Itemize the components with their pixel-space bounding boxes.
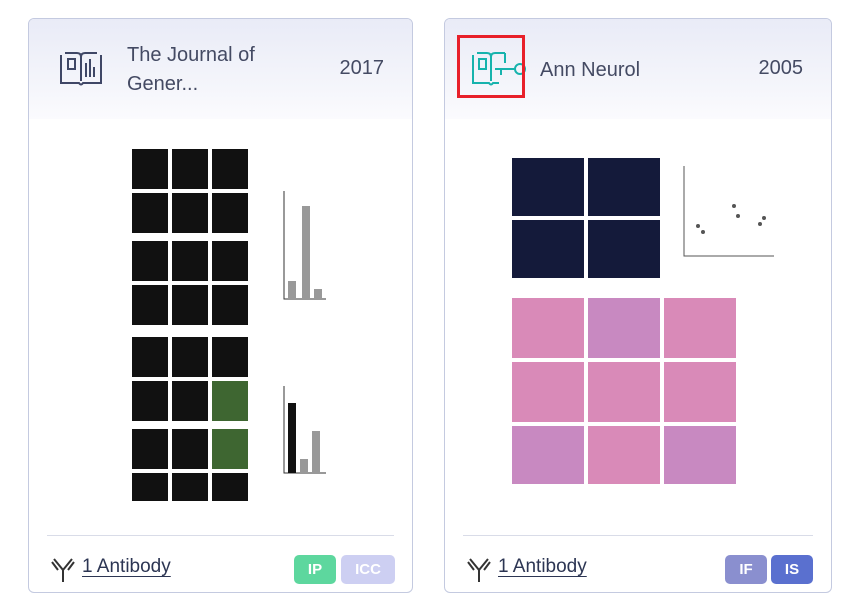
- antibody-icon: [51, 558, 75, 582]
- card-header: Ann Neurol 2005: [445, 19, 831, 119]
- antibody-link[interactable]: 1 Antibody: [498, 556, 587, 577]
- journal-icon: [60, 52, 102, 86]
- figure-thumbnail[interactable]: [114, 141, 334, 503]
- application-tag[interactable]: ICC: [341, 555, 395, 584]
- publication-card[interactable]: The Journal of Gener... 2017 1 Antibody …: [28, 18, 413, 593]
- journal-name: The Journal of Gener...: [127, 44, 255, 95]
- application-tag[interactable]: IF: [725, 555, 767, 584]
- application-tag[interactable]: IP: [294, 555, 336, 584]
- antibody-link[interactable]: 1 Antibody: [82, 556, 171, 577]
- journal-icon: [472, 52, 526, 86]
- year: 2017: [339, 57, 385, 79]
- publication-card[interactable]: Ann Neurol 2005 1 Antibody IF IS: [444, 18, 832, 593]
- journal-name: Ann Neurol: [540, 59, 641, 81]
- highlight-box: [457, 35, 525, 98]
- application-tag[interactable]: IS: [771, 555, 813, 584]
- year: 2005: [758, 57, 804, 79]
- divider: [47, 535, 394, 536]
- antibody-icon: [467, 558, 491, 582]
- figure-thumbnail[interactable]: [498, 156, 778, 484]
- card-header: The Journal of Gener... 2017: [29, 19, 412, 119]
- divider: [463, 535, 813, 536]
